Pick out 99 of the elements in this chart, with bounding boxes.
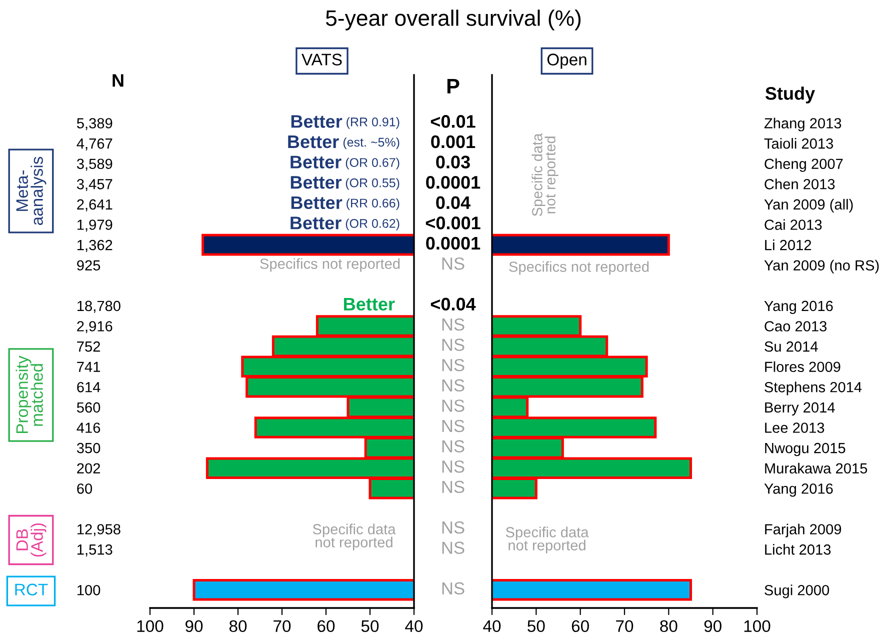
x-tick-label: 40	[405, 620, 423, 632]
chart-subtitle: VATS	[302, 54, 342, 66]
text: NS	[442, 460, 464, 473]
annotation: Specifics not reported	[260, 258, 400, 272]
text: Propensity matched	[16, 356, 43, 434]
x-tick-label: 50	[361, 620, 379, 632]
y-tick-label: Lee 2013	[765, 422, 824, 433]
x-tick-label: 60	[572, 620, 589, 632]
text: NS	[442, 440, 464, 452]
x-tick-label: 100	[137, 620, 164, 632]
y-tick-label: Su 2014	[764, 341, 818, 352]
text: NS	[442, 521, 464, 534]
y-axis-title: N	[112, 74, 124, 87]
text: NS	[442, 400, 464, 412]
text: 0.0001	[426, 236, 480, 250]
y-tick-label: 560	[76, 402, 100, 413]
text: 0.03	[436, 156, 470, 168]
y-tick-label: Cai 2013	[764, 219, 822, 230]
y-tick-label: Yan 2009 (all)	[764, 198, 853, 213]
text: RCT	[15, 584, 48, 596]
y-tick-label: 18,780	[78, 300, 120, 313]
y-tick-label: 100	[78, 585, 100, 596]
text: <0.001	[426, 216, 480, 230]
annotation: Better (RR 0.91)	[291, 115, 400, 129]
text: <0.04	[430, 298, 476, 311]
y-tick-label: 614	[77, 382, 100, 392]
x-tick-label: 90	[186, 620, 203, 632]
x-tick-label: 70	[616, 620, 634, 632]
y-tick-label: 4,767	[76, 138, 112, 150]
y-axis-title: Study	[765, 86, 815, 104]
chart-subtitle: Open	[547, 54, 586, 69]
y-tick-label: 752	[77, 341, 100, 352]
y-tick-label: Farjah 2009	[765, 524, 842, 538]
x-tick-label: 80	[229, 620, 247, 632]
y-tick-label: Zhang 2013	[764, 118, 842, 132]
text: NS	[442, 338, 464, 351]
annotation: Specific data not reported	[506, 526, 589, 554]
text: 0.001	[431, 135, 476, 148]
x-tick-label: 50	[528, 620, 545, 632]
text: NS	[442, 582, 464, 595]
x-tick-label: 60	[318, 620, 335, 632]
y-tick-label: 350	[76, 442, 100, 454]
chart-title: 5-year overall survival (%)	[326, 10, 581, 30]
y-tick-label: 2,916	[77, 321, 112, 334]
x-tick-label: 40	[483, 620, 501, 632]
x-tick-label: 80	[660, 620, 678, 632]
y-tick-label: 3,589	[76, 158, 112, 171]
y-tick-label: Chen 2013	[764, 178, 835, 190]
text: <0.01	[430, 115, 476, 128]
text: NS	[442, 542, 464, 554]
y-tick-label: Sugi 2000	[764, 584, 830, 598]
annotation: Specific data not reported	[312, 524, 396, 550]
x-tick-label: 100	[744, 620, 770, 632]
y-tick-label: 12,958	[78, 524, 120, 536]
y-tick-label: 1,979	[78, 220, 112, 232]
annotation: Better (OR 0.67)	[290, 156, 400, 170]
y-tick-label: Cheng 2007	[764, 158, 843, 172]
y-tick-label: 925	[77, 260, 100, 271]
y-tick-label: 2,641	[77, 199, 112, 212]
text: NS	[442, 318, 464, 331]
text: 0.04	[436, 196, 470, 210]
annotation: Better (OR 0.62)	[290, 216, 400, 230]
text: NS	[442, 257, 464, 270]
y-tick-label: Yang 2016	[764, 484, 833, 497]
y-tick-label: Yang 2016	[764, 300, 833, 314]
annotation: Better	[344, 298, 395, 311]
annotation: Better (RR 0.66)	[291, 196, 400, 210]
y-tick-label: 741	[77, 362, 100, 372]
text: P	[447, 79, 460, 94]
text: NS	[442, 420, 464, 432]
y-tick-label: 416	[76, 422, 100, 433]
text: NS	[442, 379, 464, 392]
annotation: Better (est. ~5%)	[288, 136, 400, 150]
annotation: Better (OR 0.55)	[290, 176, 400, 190]
text: Meta- aanalysis	[16, 156, 46, 226]
annotation: Specific data not reported	[532, 133, 558, 216]
y-tick-label: Murakawa 2015	[765, 462, 868, 474]
y-tick-label: 202	[77, 463, 100, 474]
y-tick-label: 60	[77, 484, 92, 494]
y-tick-label: Taioli 2013	[764, 138, 834, 149]
text: NS	[442, 358, 464, 372]
y-tick-label: Stephens 2014	[764, 382, 862, 396]
y-tick-label: Nwogu 2015	[765, 442, 846, 456]
annotation: Specifics not reported	[509, 261, 649, 275]
y-tick-label: Licht 2013	[765, 544, 831, 555]
x-tick-label: 70	[274, 620, 291, 632]
y-tick-label: Berry 2014	[765, 402, 835, 416]
y-tick-label: 1,513	[78, 544, 112, 556]
x-tick-label: 90	[704, 620, 722, 632]
y-tick-label: Cao 2013	[764, 321, 827, 332]
y-tick-label: Li 2012	[765, 240, 812, 250]
y-tick-label: 5,389	[76, 118, 112, 130]
y-tick-label: Flores 2009	[765, 361, 840, 372]
text: NS	[442, 480, 464, 494]
text: 0.0001	[426, 176, 480, 189]
y-tick-label: 1,362	[78, 240, 112, 252]
y-tick-label: 3,457	[76, 179, 112, 192]
y-tick-label: Yan 2009 (no RS)	[764, 260, 879, 274]
text: DB (Adj)	[16, 523, 46, 557]
